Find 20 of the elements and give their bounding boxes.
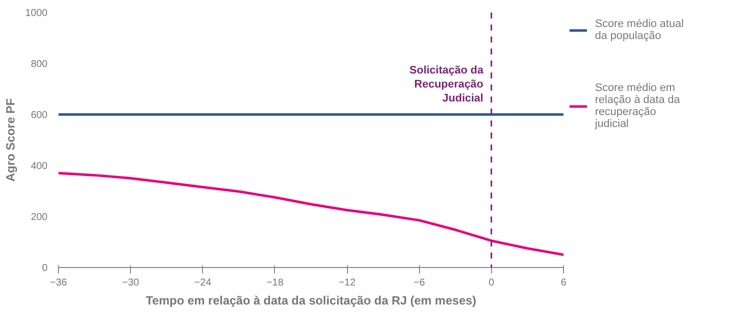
x-tick-label: −24 (194, 278, 212, 288)
y-tick-label: 200 (30, 212, 48, 223)
x-tick-label: 0 (488, 278, 495, 288)
x-tick-label: −18 (266, 278, 284, 288)
legend-label: Score médio atual da população (595, 18, 685, 42)
y-axis-title: Agro Score PF (3, 98, 18, 182)
y-tick-label: 0 (42, 263, 48, 274)
x-axis-title: Tempo em relação à data da solicitação da RJ (em meses) (146, 294, 476, 308)
x-tick-label: −6 (414, 278, 426, 288)
y-tick-label: 800 (30, 59, 48, 70)
legend-label: Score médio em relação à data da recuperação judicial (595, 82, 682, 130)
ref-line-label: Solicitação da Recuperação Judicial (409, 64, 484, 104)
y-tick-label: 600 (30, 110, 48, 121)
x-tick-label: 6 (560, 278, 567, 288)
x-tick-label: −30 (122, 278, 140, 288)
y-tick-label: 400 (30, 161, 48, 172)
x-tick-label: −12 (338, 278, 356, 288)
x-tick-label: −36 (50, 278, 68, 288)
line-series (58, 172, 564, 256)
y-tick-label: 1000 (25, 8, 48, 19)
